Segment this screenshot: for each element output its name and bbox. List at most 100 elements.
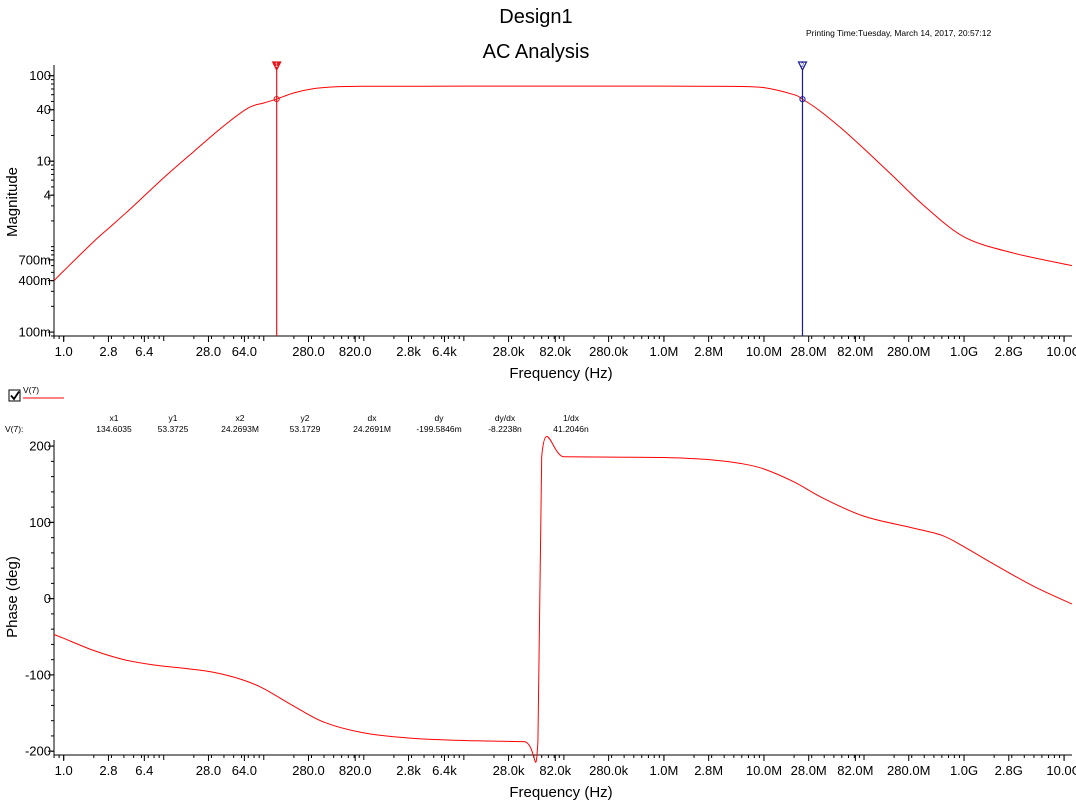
y-tick-label: -200 <box>25 744 51 759</box>
cursor-header-2: x2 <box>236 413 245 423</box>
phase-x-axis-label: Frequency (Hz) <box>509 784 612 801</box>
design-title: Design1 <box>499 6 572 28</box>
x-tick-label: 82.0M <box>837 763 873 778</box>
x-tick-label: 2.8G <box>995 763 1023 778</box>
cursor-value-7: 41.2046n <box>553 424 589 434</box>
magnitude-panel: 1.0 2.8 6.4 28.0 64.0 280.0 820.0 2.8k 6.4k 28.0k… <box>4 61 1076 382</box>
x-tick-label: 28.0k <box>493 344 525 359</box>
cursor-value-4: 24.2691M <box>353 424 391 434</box>
x-tick-label: 280.0M <box>887 763 930 778</box>
x-tick-label: 820.0 <box>339 763 372 778</box>
x-tick-label: 10.0G <box>1046 344 1076 359</box>
cursor-1-number: 1 <box>275 63 279 69</box>
magnitude-y-axis-label: Magnitude <box>4 167 21 237</box>
cursor-value-0: 134.6035 <box>96 424 132 434</box>
x-tick-label: 6.4 <box>135 763 153 778</box>
y-tick-label: 700m <box>18 252 51 267</box>
x-tick-label: 28.0 <box>196 763 221 778</box>
y-tick-label: 40 <box>37 102 51 117</box>
x-tick-label: 6.4k <box>432 344 457 359</box>
phase-minor-ticks <box>51 445 1065 760</box>
cursor-row-label: V(7): <box>5 424 23 434</box>
x-tick-label: 82.0M <box>837 344 873 359</box>
legend-label: V(7) <box>23 385 39 395</box>
x-tick-label: 28.0M <box>791 344 827 359</box>
x-tick-label: 2.8 <box>99 344 117 359</box>
cursor-value-1: 53.3725 <box>158 424 189 434</box>
x-tick-label: 2.8 <box>99 763 117 778</box>
analysis-title: AC Analysis <box>483 41 590 63</box>
cursor-value-2: 24.2693M <box>221 424 259 434</box>
cursor-1-marker <box>273 95 280 103</box>
magnitude-y-ticks: 100 40 10 4 700m 400m 100m <box>18 68 54 340</box>
x-tick-label: 28.0 <box>196 344 221 359</box>
x-tick-label: 28.0k <box>493 763 525 778</box>
cursor-header-3: y2 <box>301 413 310 423</box>
phase-y-axis-label: Phase (deg) <box>4 556 21 638</box>
cursor-header-4: dx <box>368 413 378 423</box>
x-tick-label: 64.0 <box>232 763 257 778</box>
phase-y-ticks: 200 100 0 -100 -200 <box>25 439 54 759</box>
cursor-header-7: 1/dx <box>563 413 580 423</box>
cursor-value-3: 53.1729 <box>290 424 321 434</box>
x-tick-label: 82.0k <box>539 763 571 778</box>
x-tick-label: 2.8M <box>694 763 723 778</box>
magnitude-series-line <box>53 85 1073 281</box>
x-tick-label: 2.8k <box>396 763 421 778</box>
y-tick-label: 0 <box>44 591 51 606</box>
cursor-2-handle[interactable] <box>797 61 808 72</box>
y-tick-label: -100 <box>25 667 51 682</box>
magnitude-x-ticks: 1.0 2.8 6.4 28.0 64.0 280.0 820.0 2.8k 6.4k 28.0k… <box>55 336 1076 359</box>
cursor-1-handle[interactable] <box>271 61 282 72</box>
x-tick-label: 280.0 <box>292 763 325 778</box>
printing-time: Printing Time:Tuesday, March 14, 2017, 2… <box>806 28 991 38</box>
x-tick-label: 1.0M <box>649 344 678 359</box>
cursor-header-5: dy <box>435 413 445 423</box>
x-tick-label: 2.8M <box>694 344 723 359</box>
y-tick-label: 400m <box>18 273 51 288</box>
cursor-header-6: dy/dx <box>495 413 516 423</box>
x-tick-label: 1.0 <box>55 344 73 359</box>
cursor-value-5: -199.5846m <box>416 424 461 434</box>
phase-panel: 1.0 2.8 6.4 28.0 64.0 280.0 820.0 2.8k 6.4k 28.0k… <box>4 436 1076 801</box>
legend: V(7) <box>8 385 64 402</box>
x-tick-label: 64.0 <box>232 344 257 359</box>
cursor-header-1: y1 <box>169 413 178 423</box>
cursor-header-0: x1 <box>110 413 119 423</box>
x-tick-label: 82.0k <box>539 344 571 359</box>
y-tick-label: 100 <box>29 515 51 530</box>
x-tick-label: 1.0 <box>55 763 73 778</box>
x-tick-label: 1.0G <box>950 763 978 778</box>
y-tick-label: 100m <box>18 325 51 340</box>
x-tick-label: 820.0 <box>339 344 372 359</box>
phase-x-ticks: 1.0 2.8 6.4 28.0 64.0 280.0 820.0 2.8k 6.4k 28.0k… <box>55 755 1076 778</box>
x-tick-label: 2.8k <box>396 344 421 359</box>
cursor-2-number: 2 <box>801 63 805 69</box>
checkmark-icon <box>10 391 20 401</box>
y-tick-label: 200 <box>29 439 51 454</box>
cursor-value-6: -8.2238n <box>488 424 522 434</box>
x-tick-label: 1.0G <box>950 344 978 359</box>
x-tick-label: 10.0M <box>746 344 782 359</box>
magnitude-x-axis-label: Frequency (Hz) <box>509 365 612 382</box>
cursor-2-marker <box>799 96 806 103</box>
x-tick-label: 280.0k <box>589 763 629 778</box>
magnitude-minor-ticks <box>51 75 1065 341</box>
x-tick-label: 280.0 <box>292 344 325 359</box>
y-tick-label: 100 <box>29 68 51 83</box>
x-tick-label: 28.0M <box>791 763 827 778</box>
x-tick-label: 1.0M <box>649 763 678 778</box>
x-tick-label: 6.4k <box>432 763 457 778</box>
y-tick-label: 4 <box>44 188 51 203</box>
x-tick-label: 280.0M <box>887 344 930 359</box>
x-tick-label: 6.4 <box>135 344 153 359</box>
phase-series-line <box>53 436 1073 763</box>
legend-checkbox[interactable] <box>8 389 21 402</box>
x-tick-label: 2.8G <box>995 344 1023 359</box>
x-tick-label: 280.0k <box>589 344 629 359</box>
x-tick-label: 10.0M <box>746 763 782 778</box>
x-tick-label: 10.0G <box>1046 763 1076 778</box>
